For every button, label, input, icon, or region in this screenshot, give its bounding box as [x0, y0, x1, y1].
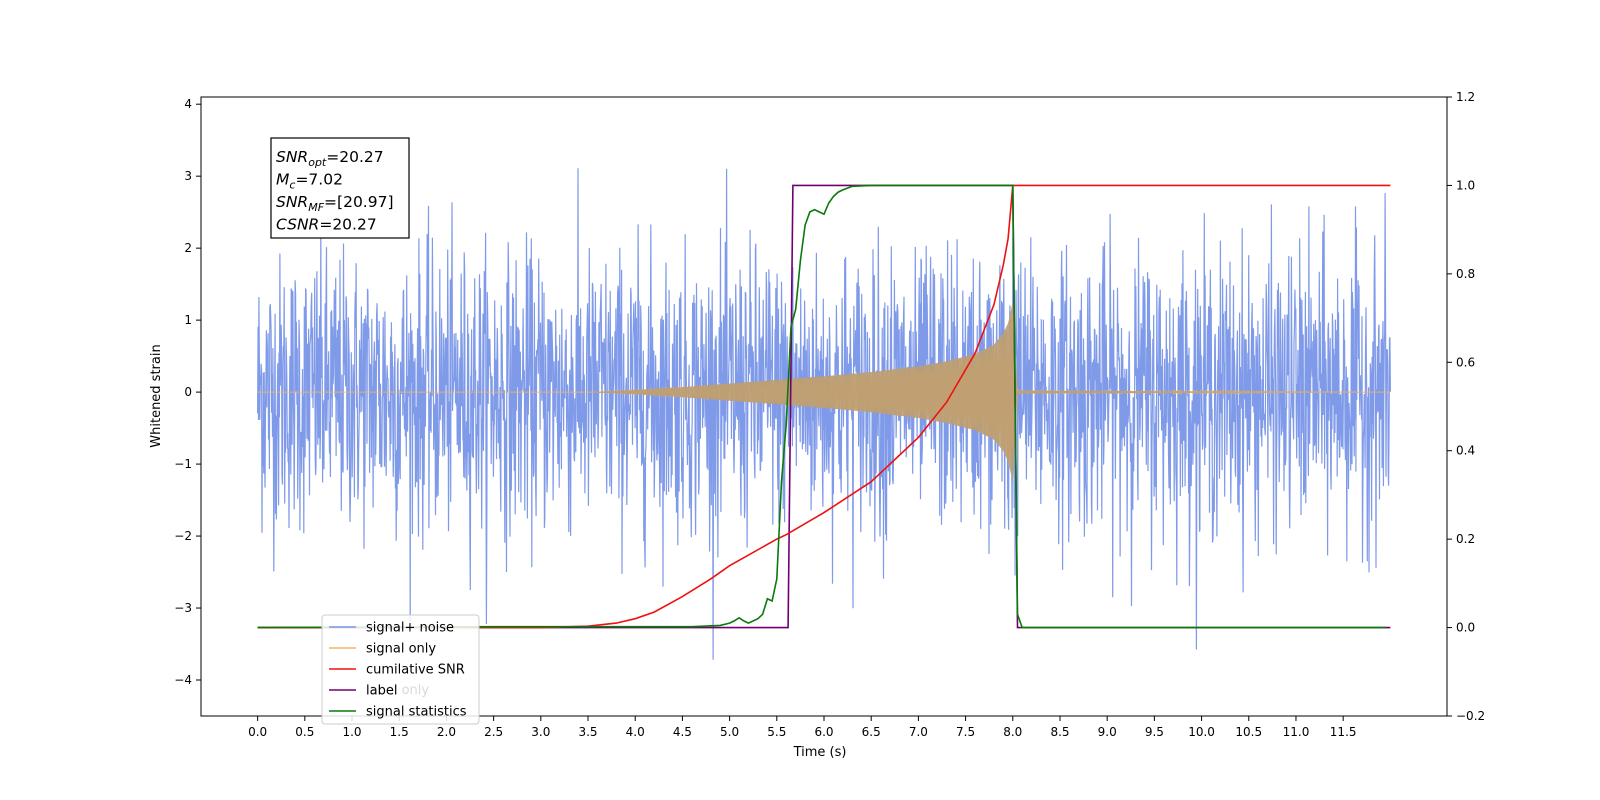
y-tick-label: 3 — [184, 169, 192, 183]
x-tick-label: 11.0 — [1283, 725, 1310, 739]
x-tick-label: 2.0 — [437, 725, 456, 739]
signal-noise-line — [257, 168, 1391, 660]
y-axis-label: Whitened strain — [149, 344, 164, 447]
y-tick-label: −1 — [174, 457, 192, 471]
legend-label: signal statistics — [366, 705, 467, 720]
x-tick-label: 10.0 — [1188, 725, 1215, 739]
legend-label: cumilative SNR — [366, 663, 465, 678]
signal-only-envelope — [257, 302, 1391, 483]
y-tick-label: −3 — [174, 601, 192, 615]
y2-tick-label: −0.2 — [1456, 709, 1485, 723]
y2-tick-label: 0.2 — [1456, 532, 1475, 546]
y2-tick-label: 0.6 — [1456, 355, 1475, 369]
legend-ghost-text: label only — [366, 683, 429, 698]
x-tick-label: 1.0 — [342, 725, 361, 739]
x-tick-label: 5.0 — [720, 725, 739, 739]
legend: label only signal+ noise signal only cumila… — [321, 614, 480, 725]
x-tick-label: 4.5 — [673, 725, 692, 739]
annotation-line: SNRMF=[20.97] — [276, 193, 394, 214]
x-tick-label: 8.5 — [1050, 725, 1069, 739]
series-group — [257, 168, 1391, 660]
x-tick-label: 0.5 — [295, 725, 314, 739]
x-tick-label: 6.5 — [862, 725, 881, 739]
x-tick-label: 8.0 — [1003, 725, 1022, 739]
y2-tick-label: 0.0 — [1456, 621, 1475, 635]
annotation-line: Mc=7.02 — [276, 171, 343, 192]
y-tick-label: −4 — [174, 673, 192, 687]
y-tick-label: 0 — [184, 385, 192, 399]
x-tick-label: 9.0 — [1098, 725, 1117, 739]
legend-label: signal+ noise — [366, 621, 454, 636]
x-tick-label: 6.0 — [814, 725, 833, 739]
x-tick-label: 2.5 — [484, 725, 503, 739]
legend-label: label — [366, 684, 397, 699]
x-tick-label: 3.5 — [578, 725, 597, 739]
x-tick-label: 7.0 — [909, 725, 928, 739]
x-tick-label: 0.0 — [248, 725, 267, 739]
y-tick-label: 4 — [184, 97, 192, 111]
signal-statistics-line — [257, 184, 1386, 629]
x-axis-label: Time (s) — [793, 745, 847, 760]
x-tick-label: 1.5 — [390, 725, 409, 739]
legend-label: signal only — [366, 642, 436, 657]
y-tick-label: 1 — [184, 313, 192, 327]
x-tick-label: 10.5 — [1235, 725, 1262, 739]
x-tick-label: 4.0 — [626, 725, 645, 739]
x-tick-label: 5.5 — [767, 725, 786, 739]
x-tick-label: 11.5 — [1330, 725, 1357, 739]
x-tick-label: 9.5 — [1145, 725, 1164, 739]
y2-tick-label: 0.8 — [1456, 267, 1475, 281]
y2-tick-label: 1.0 — [1456, 178, 1475, 192]
annotation-line: CSNR=20.27 — [276, 216, 377, 234]
annotation-frame — [270, 137, 410, 239]
axes: 0.0 0.5 1.0 1.5 2.0 2.5 3.0 3.5 4.0 4.5 5.0 5.5 6.0 6… — [174, 90, 1485, 739]
legend-frame — [321, 614, 480, 725]
y2-tick-label: 0.4 — [1456, 444, 1475, 458]
y2-tick-label: 1.2 — [1456, 90, 1475, 104]
y-tick-label: 2 — [184, 241, 192, 255]
annotation-line: SNRopt=20.27 — [276, 148, 384, 169]
x-tick-label: 7.5 — [956, 725, 975, 739]
cumulative-snr-line — [257, 184, 1391, 629]
x-tick-label: 3.0 — [531, 725, 550, 739]
y-tick-label: −2 — [174, 529, 192, 543]
plot-area — [257, 168, 1391, 660]
